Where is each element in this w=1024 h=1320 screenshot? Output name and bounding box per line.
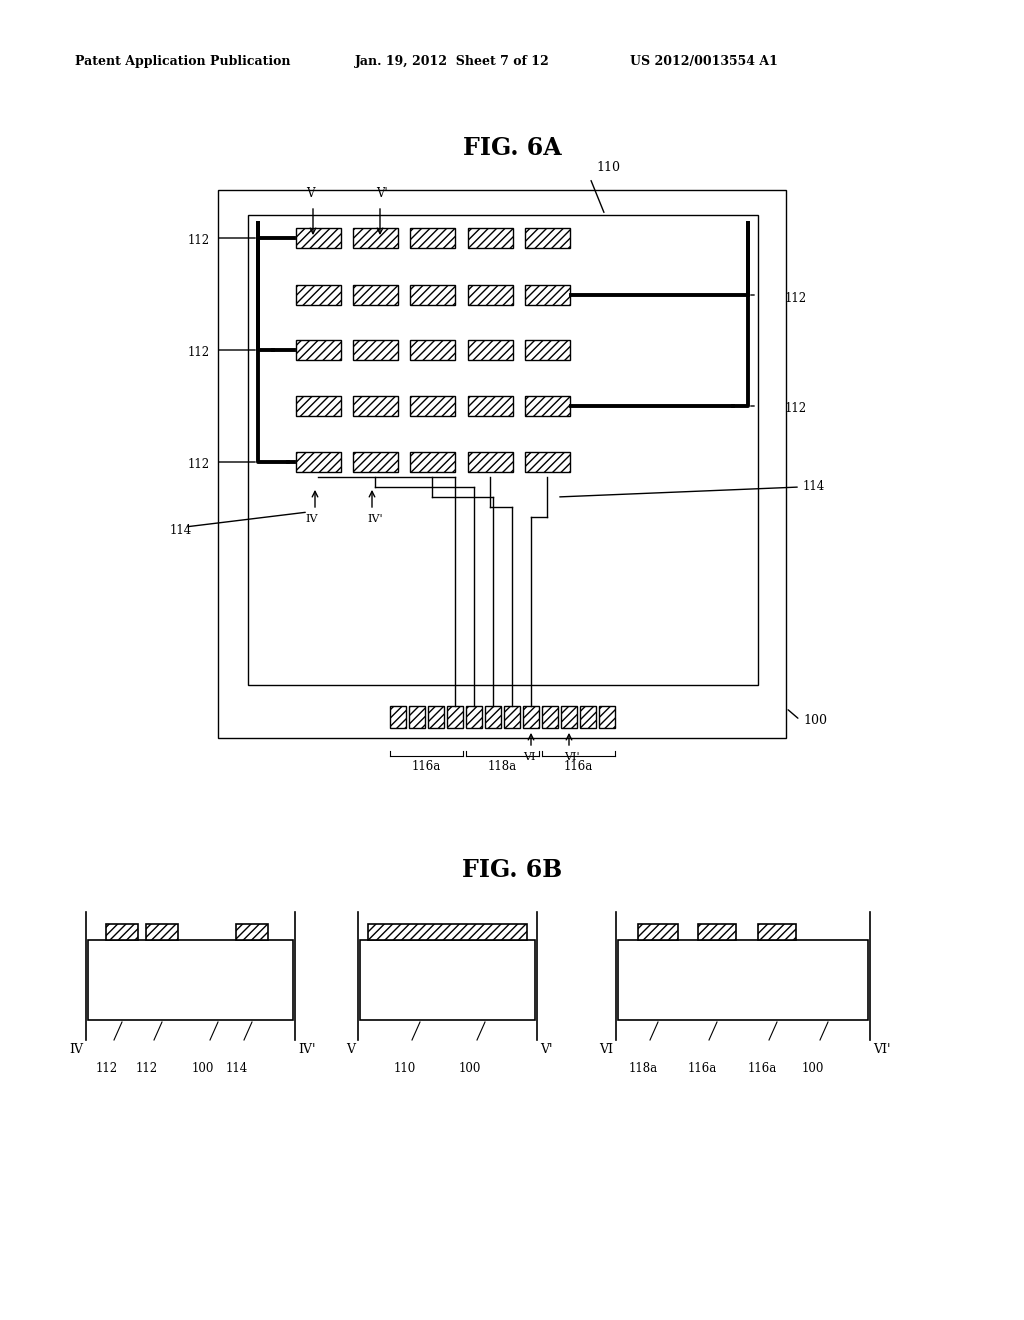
- Text: FIG. 6A: FIG. 6A: [463, 136, 561, 160]
- Text: V: V: [306, 187, 314, 201]
- Text: IV': IV': [298, 1043, 315, 1056]
- Text: 100: 100: [803, 714, 827, 726]
- Bar: [409, 706, 425, 729]
- Bar: [390, 706, 406, 729]
- Bar: [410, 451, 455, 473]
- Text: VI': VI': [564, 752, 580, 762]
- Bar: [218, 190, 786, 738]
- Text: 116a: 116a: [748, 1063, 776, 1074]
- Text: 112: 112: [785, 292, 807, 305]
- Bar: [353, 451, 398, 473]
- Text: V: V: [346, 1043, 355, 1056]
- Bar: [428, 706, 444, 729]
- Text: 114: 114: [170, 524, 193, 536]
- Bar: [296, 396, 341, 416]
- Bar: [485, 706, 501, 729]
- Bar: [468, 341, 513, 360]
- Bar: [296, 451, 341, 473]
- Bar: [468, 451, 513, 473]
- Text: 110: 110: [394, 1063, 416, 1074]
- Bar: [353, 396, 398, 416]
- Text: 112: 112: [188, 235, 210, 248]
- Bar: [360, 940, 535, 1020]
- Bar: [447, 706, 463, 729]
- Text: Jan. 19, 2012  Sheet 7 of 12: Jan. 19, 2012 Sheet 7 of 12: [355, 55, 550, 69]
- Bar: [296, 228, 341, 248]
- Bar: [638, 924, 678, 940]
- Bar: [599, 706, 615, 729]
- Bar: [410, 341, 455, 360]
- Bar: [466, 706, 482, 729]
- Bar: [525, 285, 570, 305]
- Text: FIG. 6B: FIG. 6B: [462, 858, 562, 882]
- Bar: [106, 924, 138, 940]
- Bar: [410, 228, 455, 248]
- Bar: [368, 924, 527, 940]
- Bar: [88, 940, 293, 1020]
- Bar: [698, 924, 736, 940]
- Bar: [353, 341, 398, 360]
- Text: Patent Application Publication: Patent Application Publication: [75, 55, 291, 69]
- Bar: [525, 228, 570, 248]
- Text: 100: 100: [459, 1063, 481, 1074]
- Bar: [296, 285, 341, 305]
- Text: VI: VI: [599, 1043, 613, 1056]
- Text: V': V': [376, 187, 388, 201]
- Bar: [146, 924, 178, 940]
- Bar: [758, 924, 796, 940]
- Text: IV: IV: [306, 513, 318, 524]
- Bar: [525, 341, 570, 360]
- Bar: [353, 228, 398, 248]
- Bar: [542, 706, 558, 729]
- Text: 112: 112: [188, 458, 210, 471]
- Text: 116a: 116a: [687, 1063, 717, 1074]
- Text: 100: 100: [191, 1063, 214, 1074]
- Bar: [468, 285, 513, 305]
- Bar: [523, 706, 539, 729]
- Text: IV: IV: [69, 1043, 83, 1056]
- Bar: [296, 341, 341, 360]
- Bar: [580, 706, 596, 729]
- Bar: [468, 228, 513, 248]
- Bar: [248, 215, 758, 685]
- Bar: [468, 396, 513, 416]
- Text: 112: 112: [188, 346, 210, 359]
- Bar: [410, 285, 455, 305]
- Bar: [561, 706, 577, 729]
- Bar: [525, 396, 570, 416]
- Text: V': V': [540, 1043, 553, 1056]
- Text: 114: 114: [803, 480, 825, 494]
- Text: 100: 100: [802, 1063, 824, 1074]
- Text: US 2012/0013554 A1: US 2012/0013554 A1: [630, 55, 778, 69]
- Bar: [504, 706, 520, 729]
- Text: IV': IV': [368, 513, 383, 524]
- Text: 116a: 116a: [412, 760, 441, 774]
- Bar: [525, 451, 570, 473]
- Bar: [618, 940, 868, 1020]
- Text: 114: 114: [226, 1063, 248, 1074]
- Text: VI: VI: [522, 752, 536, 762]
- Text: 118a: 118a: [629, 1063, 657, 1074]
- Text: 118a: 118a: [488, 760, 517, 774]
- Text: VI': VI': [873, 1043, 891, 1056]
- Text: 112: 112: [136, 1063, 158, 1074]
- Text: 112: 112: [785, 403, 807, 416]
- Text: 116a: 116a: [564, 760, 593, 774]
- Bar: [236, 924, 268, 940]
- Text: 110: 110: [596, 161, 620, 174]
- Bar: [353, 285, 398, 305]
- Bar: [410, 396, 455, 416]
- Text: 112: 112: [96, 1063, 118, 1074]
